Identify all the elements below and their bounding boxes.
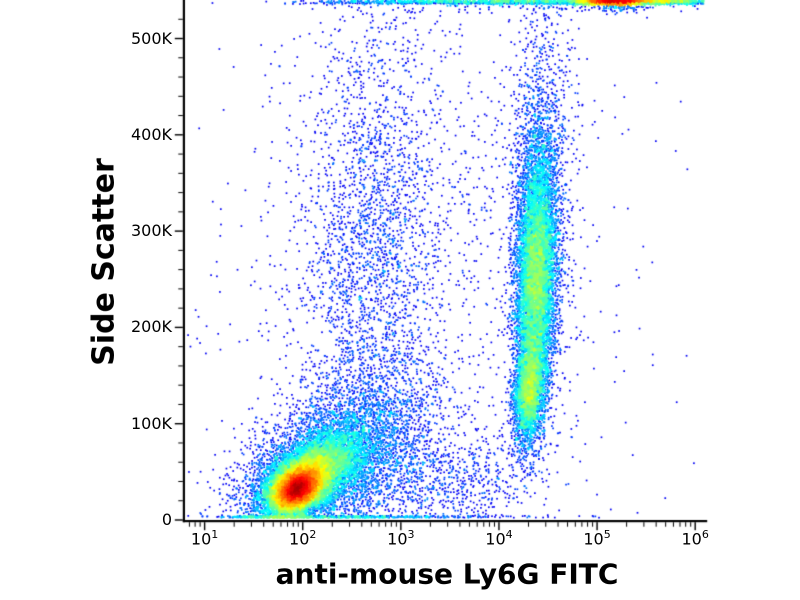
x-tick-label-10e1: 101 [190,528,219,549]
y-tick-label-100K: 100K [130,413,172,433]
x-tick-label-10e4: 104 [485,528,513,549]
y-tick-label-500K: 500K [130,28,172,48]
x-tick-label-10e5: 105 [583,528,611,549]
x-tick-label-10e2: 102 [289,528,317,549]
y-tick-label-0: 0 [161,510,172,529]
x-tick-label-10e3: 103 [387,528,415,549]
x-tick-label-10e6: 106 [681,528,709,549]
y-tick-label-400K: 400K [130,124,172,144]
y-tick-label-300K: 300K [130,221,172,241]
y-tick-label-200K: 200K [130,317,172,337]
x-axis-label: anti-mouse Ly6G FITC [275,557,619,591]
